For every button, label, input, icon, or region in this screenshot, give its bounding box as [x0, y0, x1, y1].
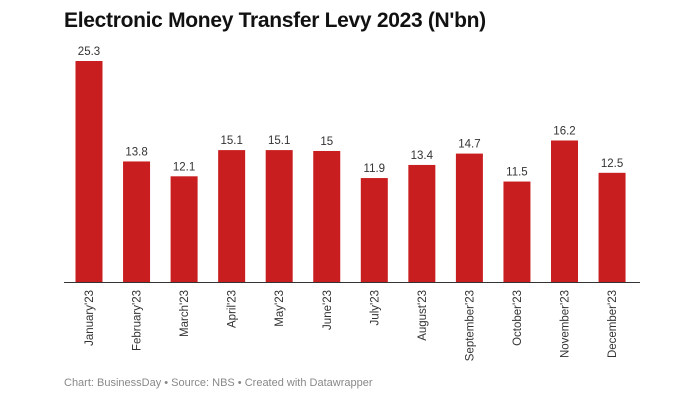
x-tick-label: March'23: [179, 290, 191, 337]
bar: [313, 150, 341, 282]
chart-footer: Chart: BusinessDay • Source: NBS • Creat…: [64, 377, 373, 389]
bar: [503, 181, 531, 282]
value-label: 15.1: [220, 135, 242, 147]
value-label: 13.8: [125, 146, 147, 158]
x-tick-label: October'23: [512, 290, 524, 346]
bar: [265, 150, 293, 282]
bar: [170, 176, 198, 282]
x-tick-label: September'23: [464, 290, 476, 361]
value-label: 11.5: [506, 167, 528, 179]
bar: [455, 153, 483, 282]
bar: [360, 178, 388, 282]
x-tick-label: January'23: [84, 290, 96, 346]
value-label: 14.7: [458, 139, 480, 151]
x-tick-label: February'23: [132, 290, 144, 351]
value-label: 16.2: [553, 125, 575, 137]
x-tick-label: December'23: [607, 290, 619, 358]
value-label: 12.5: [601, 158, 623, 170]
bar: [551, 140, 578, 282]
bar: [75, 61, 103, 282]
x-tick-label: July'23: [369, 290, 381, 325]
value-label: 15: [320, 136, 333, 148]
x-tick-label: April'23: [227, 290, 239, 328]
value-label: 12.1: [173, 161, 195, 173]
bar: [408, 164, 436, 282]
value-label: 13.4: [411, 150, 434, 162]
x-tick-label: August'23: [417, 290, 429, 341]
bar: [123, 161, 151, 282]
value-label: 11.9: [364, 163, 386, 175]
value-label: 15.1: [268, 135, 290, 147]
bar: [598, 172, 626, 282]
x-tick-label: May'23: [274, 290, 286, 327]
bar: [218, 150, 246, 282]
value-label: 25.3: [78, 46, 100, 58]
chart-title: Electronic Money Transfer Levy 2023 (N'b…: [64, 9, 486, 32]
x-tick-label: November'23: [560, 290, 572, 358]
x-tick-label: June'23: [322, 290, 334, 330]
